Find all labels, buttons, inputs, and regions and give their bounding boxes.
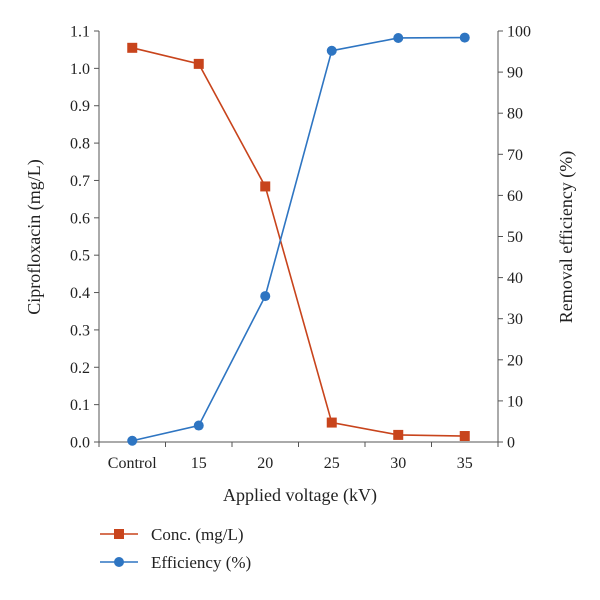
legend-marker [114, 529, 124, 539]
left-tick-label: 1.0 [70, 61, 90, 78]
legend-label: Conc. (mg/L) [151, 525, 244, 544]
tick-labels: 0.0 0.1 0.2 0.3 0.4 0.5 0.6 0.7 0.8 0.9 1.0 1.1 0 10 2… [70, 24, 531, 473]
right-tick-label: 30 [507, 311, 523, 328]
data-point [127, 435, 138, 446]
right-tick-label: 20 [507, 352, 523, 369]
left-tick-label: 0.4 [70, 285, 90, 302]
x-tick-label: Control [108, 455, 157, 472]
left-tick-label: 0.8 [70, 136, 90, 153]
x-tick-label: 35 [457, 455, 473, 472]
data-point [393, 429, 404, 440]
axes [94, 30, 503, 447]
data-point [459, 431, 470, 442]
series-line [132, 47, 465, 437]
x-tick-label: 30 [390, 455, 406, 472]
left-tick-label: 0.2 [70, 360, 90, 377]
right-tick-label: 10 [507, 393, 523, 410]
legend-item: Conc. (mg/L) [100, 525, 244, 544]
x-tick-label: 20 [257, 455, 273, 472]
right-tick-label: 70 [507, 147, 523, 164]
right-axis-title: Removal efficiency (%) [556, 151, 577, 324]
data-point [193, 58, 204, 69]
data-point [393, 32, 404, 43]
data-point [193, 420, 204, 431]
data-point [459, 32, 470, 43]
data-point [326, 45, 337, 56]
data-point [260, 291, 271, 302]
right-tick-label: 0 [507, 435, 515, 452]
x-tick-label: 25 [324, 455, 340, 472]
x-tick-label: 15 [191, 455, 207, 472]
legend-marker [114, 557, 124, 567]
data-point [326, 417, 337, 428]
data-point [127, 42, 138, 53]
right-tick-label: 60 [507, 188, 523, 205]
data-point [260, 181, 271, 192]
left-tick-label: 0.1 [70, 397, 90, 414]
series-layer [127, 32, 470, 446]
legend: Conc. (mg/L) Efficiency (%) [100, 525, 251, 572]
right-tick-label: 40 [507, 270, 523, 287]
series-1 [127, 42, 470, 442]
left-tick-label: 0.5 [70, 248, 90, 265]
legend-item: Efficiency (%) [100, 553, 251, 572]
right-tick-label: 100 [507, 24, 531, 41]
series-line [132, 36, 465, 442]
left-tick-label: 0.9 [70, 98, 90, 115]
legend-label: Efficiency (%) [151, 553, 251, 572]
left-axis-title: Ciprofloxacin (mg/L) [24, 159, 45, 314]
x-axis-title: Applied voltage (kV) [223, 485, 377, 506]
left-tick-label: 0.6 [70, 210, 90, 227]
series-2 [127, 32, 470, 446]
right-tick-label: 80 [507, 106, 523, 123]
right-tick-label: 90 [507, 65, 523, 82]
left-tick-label: 0.0 [70, 435, 90, 452]
left-tick-label: 0.3 [70, 322, 90, 339]
left-tick-label: 1.1 [70, 24, 90, 41]
right-tick-label: 50 [507, 229, 523, 246]
left-tick-label: 0.7 [70, 173, 90, 190]
